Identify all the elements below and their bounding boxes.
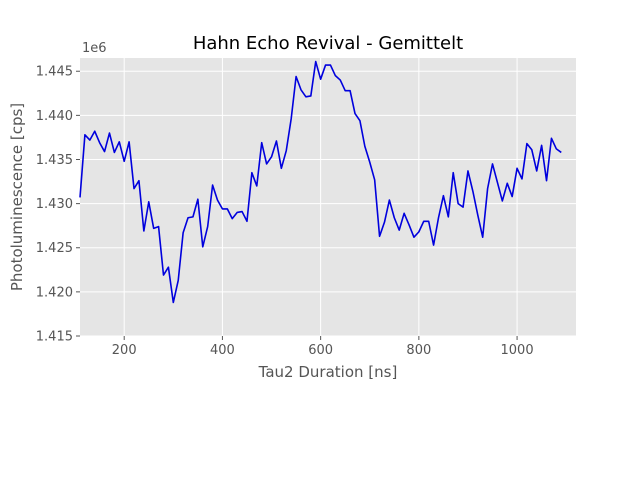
x-tick-label: 200 — [112, 343, 137, 358]
chart-title: Hahn Echo Revival - Gemittelt — [193, 33, 463, 54]
y-tick-label: 1.415 — [36, 330, 73, 345]
x-axis-label: Tau2 Duration [ns] — [258, 363, 398, 381]
y-tick-label: 1.445 — [36, 65, 73, 80]
y-tick-label: 1.420 — [36, 285, 73, 300]
series-line — [79, 60, 562, 304]
y-offset-label: 1e6 — [82, 41, 107, 56]
y-tick-label: 1.425 — [36, 241, 73, 256]
y-tick-label: 1.435 — [36, 153, 73, 168]
y-tick-label: 1.440 — [36, 109, 73, 124]
x-tick-label: 400 — [210, 343, 235, 358]
y-axis-label: Photoluminescence [cps] — [8, 103, 26, 291]
x-tick-label: 600 — [308, 343, 333, 358]
series-layer — [79, 60, 562, 304]
y-tick-label: 1.430 — [36, 197, 73, 212]
grid — [80, 58, 576, 337]
x-tick-label: 800 — [406, 343, 431, 358]
ticks: 200 400 600 800 1000 1.415 1.420 1.425 1.430 1.43… — [36, 65, 534, 358]
plot-background — [80, 58, 576, 336]
x-tick-label: 1000 — [501, 343, 534, 358]
